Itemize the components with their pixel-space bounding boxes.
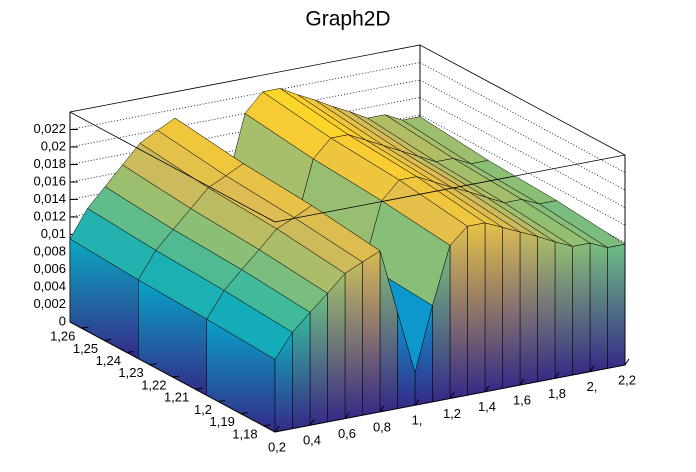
surface-wall — [537, 236, 556, 383]
y-tick-label: 1,22 — [141, 377, 166, 392]
surface-wall — [449, 225, 468, 399]
y-tick-label: 1,2 — [194, 402, 212, 417]
x-tick-label: 0,2 — [268, 439, 286, 454]
surface-wall — [344, 261, 363, 419]
surface-wall — [362, 250, 381, 416]
surface-wall — [572, 242, 591, 376]
surface-wall — [484, 222, 503, 393]
z-tick-label: 0,004 — [33, 278, 66, 293]
surface-wall — [309, 292, 328, 426]
surface-wall — [519, 231, 538, 386]
x-tick — [274, 425, 280, 433]
surface-wall — [554, 241, 573, 379]
y-tick-label: 1,18 — [232, 426, 257, 441]
surface-wall — [292, 311, 311, 429]
surface-wall — [607, 243, 626, 369]
x-tick — [309, 419, 315, 426]
z-tick-label: 0,02 — [41, 138, 66, 153]
x-tick-label: 0,8 — [373, 419, 391, 434]
y-tick-label: 1,26 — [50, 329, 75, 344]
surface-wall — [467, 222, 486, 396]
y-tick — [149, 363, 157, 366]
y-tick — [104, 338, 112, 341]
y-tick-label: 1,24 — [96, 353, 121, 368]
x-tick — [589, 365, 595, 372]
x-tick — [379, 405, 385, 413]
y-tick — [172, 375, 180, 378]
y-tick-label: 1,25 — [73, 341, 98, 356]
x-tick-label: 1,4 — [478, 399, 496, 414]
z-tick-label: 0,014 — [33, 191, 66, 206]
x-tick-label: 0,6 — [338, 426, 356, 441]
x-tick — [624, 358, 630, 366]
z-tick-label: 0 — [59, 313, 66, 328]
z-tick-label: 0,018 — [33, 156, 66, 171]
surface-wall — [327, 272, 346, 423]
x-tick-label: 1,8 — [548, 386, 566, 401]
z-tick-label: 0,01 — [41, 226, 66, 241]
y-tick-label: 1,21 — [164, 390, 189, 405]
y-tick — [263, 424, 271, 427]
surface-wall — [502, 227, 521, 389]
x-tick-label: 0,4 — [303, 433, 321, 448]
x-tick-label: 2, — [587, 379, 598, 394]
y-tick-label: 1,23 — [118, 365, 143, 380]
y-tick — [240, 412, 248, 415]
x-tick — [554, 372, 560, 379]
x-tick — [519, 378, 525, 386]
y-tick — [126, 351, 135, 354]
y-tick — [81, 326, 89, 329]
x-tick — [449, 392, 455, 399]
y-tick — [217, 399, 226, 402]
x-tick-label: 1, — [412, 413, 423, 428]
x-tick-label: 2,2 — [618, 372, 636, 387]
z-tick-label: 0,006 — [33, 261, 66, 276]
z-tick-label: 0,016 — [33, 173, 66, 188]
x-tick-label: 1,2 — [443, 406, 461, 421]
y-tick — [195, 387, 203, 390]
z-tick-label: 0,008 — [33, 243, 66, 258]
x-tick — [414, 398, 420, 406]
chart-title: Graph2D — [305, 8, 390, 31]
x-tick — [484, 385, 490, 393]
box-edge — [69, 111, 276, 223]
z-tick-label: 0,012 — [33, 208, 66, 223]
x-tick-label: 1,6 — [513, 393, 531, 408]
z-tick-label: 0,002 — [33, 296, 66, 311]
box-edge — [274, 154, 626, 223]
x-tick — [344, 412, 350, 419]
surface-wall — [589, 242, 608, 373]
z-tick-label: 0,022 — [33, 121, 66, 136]
y-tick-label: 1,19 — [210, 414, 235, 429]
